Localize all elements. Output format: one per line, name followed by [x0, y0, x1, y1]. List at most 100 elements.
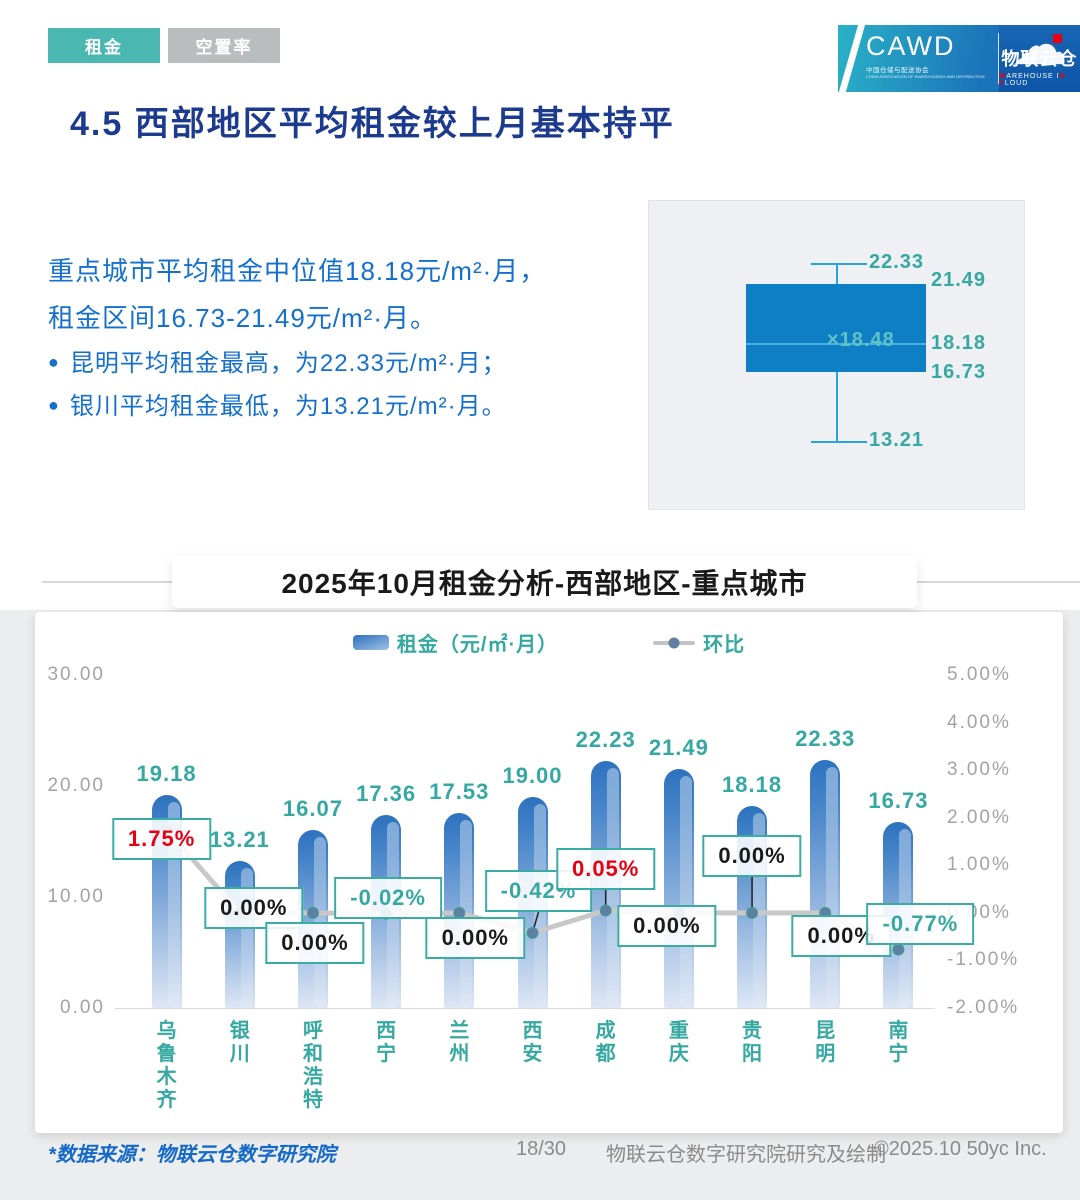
summary-line-2: 租金区间16.73-21.49元/m²·月。	[48, 302, 437, 333]
boxplot-mean-label: ×18.48	[827, 329, 895, 351]
city-label: 昆 明	[815, 1020, 836, 1065]
data-source-note: *数据来源：物联云仓数字研究院	[48, 1144, 336, 1166]
summary-text: 重点城市平均租金中位值18.18元/m²·月， 租金区间16.73-21.49元…	[48, 248, 638, 428]
left-axis: 30.00 20.00 10.00 0.00	[40, 664, 105, 1018]
cloud-icon: ☁	[1011, 25, 1068, 76]
bar-value-label: 19.18	[136, 761, 197, 787]
boxplot-min-label: 13.21	[869, 429, 925, 451]
summary-bullet-1: ● 昆明平均租金最高，为22.33元/m²·月；	[48, 342, 638, 385]
brand-wordmark: 物联云仓	[1001, 48, 1078, 69]
mom-value-label: -0.02%	[334, 877, 442, 919]
right-axis-tick: 4.00%	[947, 711, 1011, 733]
bullet-dot: ●	[48, 394, 60, 415]
left-axis-tick: 0.00	[60, 997, 105, 1018]
mom-data-point	[526, 926, 539, 939]
mom-value-label: 0.00%	[617, 905, 717, 947]
right-axis-tick: 2.00%	[947, 806, 1011, 828]
summary-bullet-2-text: 银川平均租金最低，为13.21元/m²·月。	[69, 392, 507, 420]
page-title: 4.5 西部地区平均租金较上月基本持平	[70, 105, 675, 143]
right-axis-tick: -1.00%	[947, 949, 1020, 971]
summary-bullet-1-text: 昆明平均租金最高，为22.33元/m²·月；	[69, 349, 507, 377]
bar-swatch-icon	[352, 635, 389, 650]
mom-value-label: 0.00%	[702, 835, 802, 877]
x-axis-line	[115, 1008, 935, 1009]
city-label: 成 都	[595, 1020, 616, 1065]
bar-value-label: 22.23	[575, 727, 636, 753]
left-axis-tick: 30.00	[47, 664, 105, 685]
boxplot-top-whisker	[836, 263, 838, 284]
boxplot-box	[746, 284, 926, 372]
logo-divider	[997, 33, 999, 84]
summary-line-1: 重点城市平均租金中位值18.18元/m²·月，	[48, 256, 547, 286]
boxplot-median-line	[746, 343, 926, 345]
cawd-logo: CAWD 中国仓储与配送协会 CHINA ASSOCIATION OF WARE…	[838, 25, 998, 92]
boxplot-bottom-whisker-cap	[811, 441, 867, 443]
legend-item-rent: 租金（元/㎡·月）	[352, 628, 559, 657]
boxplot-max-label: 22.33	[869, 251, 925, 273]
boxplot-bottom-whisker	[836, 372, 838, 441]
boxplot-q1-label: 16.73	[931, 361, 987, 383]
brand-sub-3: LOUD	[1004, 79, 1029, 87]
mom-data-point	[892, 943, 905, 956]
city-label: 贵 阳	[742, 1020, 763, 1065]
brand-logo: ☁ 物联云仓 WAREHOUSE IN CLOUD	[998, 25, 1080, 92]
tab-vacancy[interactable]: 空置率	[168, 28, 280, 63]
right-axis-tick: -2.00%	[947, 997, 1020, 1018]
bar-value-label: 16.73	[868, 788, 929, 814]
city-label: 重 庆	[668, 1020, 689, 1065]
rent-bar	[663, 769, 694, 1008]
bar-value-label: 16.07	[282, 795, 343, 821]
brand-sub-1: AREHOUSE I	[1006, 72, 1060, 80]
chart-legend: 租金（元/㎡·月） 环比	[35, 628, 1063, 657]
bar-value-label: 17.53	[429, 779, 490, 805]
tab-rent[interactable]: 租金	[48, 28, 160, 63]
right-axis-tick: 5.00%	[947, 664, 1011, 685]
city-label: 西 安	[522, 1020, 543, 1065]
city-label: 呼 和 浩 特	[302, 1020, 323, 1111]
page-number: 18/30	[516, 1138, 567, 1160]
boxplot-median-label: 18.18	[931, 332, 987, 354]
credit-note: 物联云仓数字研究院研究及绘制	[606, 1144, 886, 1166]
right-axis-tick: 3.00%	[947, 759, 1011, 781]
line-swatch-icon	[653, 637, 696, 648]
city-label: 西 宁	[376, 1020, 397, 1065]
cawd-subtitle-en: CHINA ASSOCIATION OF WAREHOUSING AND DIS…	[866, 74, 985, 79]
brand-sub-w: W	[998, 72, 1007, 80]
brand-subtitle: WAREHOUSE IN CLOUD	[999, 73, 1080, 87]
bar-value-label: 18.18	[722, 772, 783, 798]
bar-value-label: 22.33	[795, 726, 856, 752]
brand-sub-c: C	[998, 79, 1005, 87]
legend-mom-label: 环比	[703, 634, 746, 656]
mom-data-point	[599, 904, 612, 917]
bar-value-label: 19.00	[502, 763, 563, 789]
left-axis-tick: 10.00	[47, 886, 105, 907]
mom-data-point	[306, 906, 319, 919]
copyright-note: ©2025.10 50yc Inc.	[874, 1138, 1047, 1160]
brand-sub-n: N	[1059, 72, 1066, 80]
legend-item-mom: 环比	[653, 628, 745, 657]
mom-value-label: 0.05%	[555, 848, 656, 890]
mom-value-label: -0.77%	[866, 903, 975, 945]
bar-value-label: 21.49	[648, 735, 709, 761]
cawd-subtitle: 中国仓储与配送协会	[866, 67, 929, 74]
mom-data-point	[746, 906, 759, 919]
logo-banner: CAWD 中国仓储与配送协会 CHINA ASSOCIATION OF WARE…	[838, 25, 1080, 92]
mom-value-label: 0.00%	[425, 917, 526, 959]
bullet-dot: ●	[48, 351, 60, 372]
right-axis: 5.00% 4.00% 3.00% 2.00% 1.00% 0.00% -1.00% -2.0…	[947, 664, 1057, 1018]
city-label: 乌 鲁 木 齐	[156, 1020, 177, 1111]
legend-rent-label: 租金（元/㎡·月）	[396, 634, 559, 656]
plot-area: 19.18 乌 鲁 木 齐 13.21 银 川 16.07 呼 和 浩 特 17.36 西 宁…	[111, 675, 975, 1111]
city-label: 银 川	[229, 1020, 250, 1065]
boxplot-top-whisker-cap	[811, 263, 867, 265]
summary-bullet-2: ● 银川平均租金最低，为13.21元/m²·月。	[48, 385, 638, 428]
red-corner-icon	[1053, 34, 1062, 43]
boxplot-q3-label: 21.49	[931, 269, 987, 291]
mom-line-chart	[160, 823, 905, 956]
mom-value-label: 0.00%	[265, 922, 365, 964]
chart-card: 租金（元/㎡·月） 环比 30.00 20.00 10.00 0.00 5.00% 4.…	[35, 612, 1063, 1133]
city-label: 兰 州	[449, 1020, 470, 1065]
left-axis-tick: 20.00	[47, 775, 105, 796]
chart-title: 2025年10月租金分析-西部地区-重点城市	[172, 556, 917, 608]
